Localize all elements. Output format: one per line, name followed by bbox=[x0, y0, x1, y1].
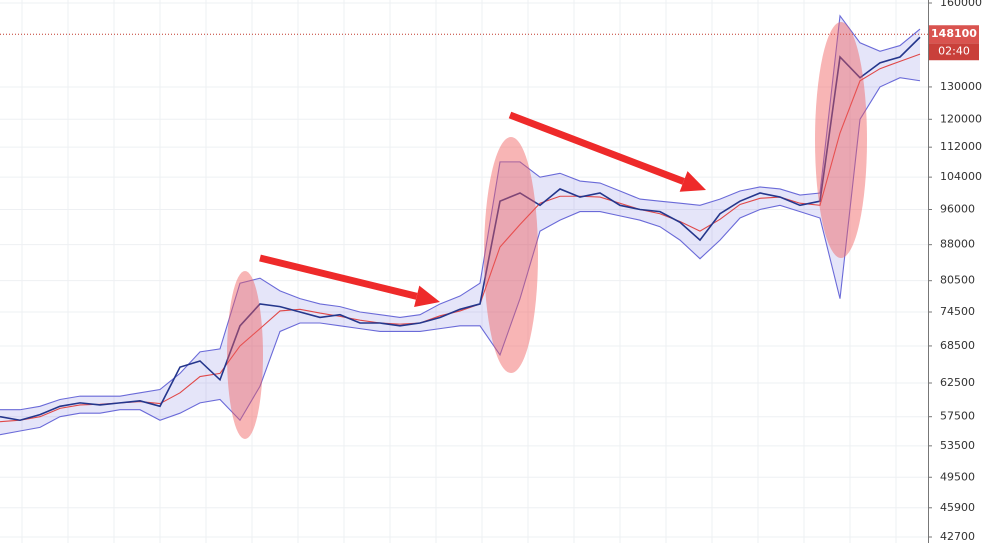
arrow-head bbox=[679, 171, 706, 192]
indicator-line bbox=[0, 77, 921, 436]
arrow-shaft bbox=[508, 111, 685, 185]
price-line bbox=[0, 36, 921, 422]
highlight-ellipse bbox=[484, 137, 538, 373]
y-tick-label: 57500 bbox=[940, 410, 975, 423]
annotations bbox=[227, 22, 867, 439]
y-tick-label: 112000 bbox=[940, 140, 982, 153]
last-price-label: 148100 bbox=[931, 27, 977, 40]
y-tick-label: 160000 bbox=[940, 0, 982, 9]
indicator-line bbox=[0, 53, 921, 423]
timer-label: 02:40 bbox=[938, 45, 970, 58]
y-tick-label: 45900 bbox=[940, 501, 975, 514]
y-tick-label: 42700 bbox=[940, 530, 975, 543]
price-axis-panel bbox=[928, 0, 1000, 543]
y-tick-label: 49500 bbox=[940, 470, 975, 483]
arrow-head bbox=[414, 285, 440, 307]
highlight-ellipse bbox=[227, 271, 263, 439]
y-tick-label: 88000 bbox=[940, 238, 975, 251]
y-tick-label: 74500 bbox=[940, 305, 975, 318]
y-tick-label: 96000 bbox=[940, 202, 975, 215]
highlight-ellipse bbox=[815, 22, 867, 258]
indicator-line bbox=[0, 14, 921, 411]
price-label-box bbox=[929, 25, 979, 44]
y-tick-label: 62500 bbox=[940, 376, 975, 389]
y-tick-label: 53500 bbox=[940, 439, 975, 452]
y-tick-label: 120000 bbox=[940, 112, 982, 125]
y-tick-label: 80500 bbox=[940, 274, 975, 287]
arrow-shaft bbox=[259, 254, 418, 300]
grid bbox=[0, 0, 928, 543]
y-tick-label: 130000 bbox=[940, 80, 982, 93]
timer-box bbox=[929, 43, 979, 61]
band-fill bbox=[0, 15, 920, 435]
y-tick-label: 104000 bbox=[940, 170, 982, 183]
y-tick-label: 68500 bbox=[940, 339, 975, 352]
